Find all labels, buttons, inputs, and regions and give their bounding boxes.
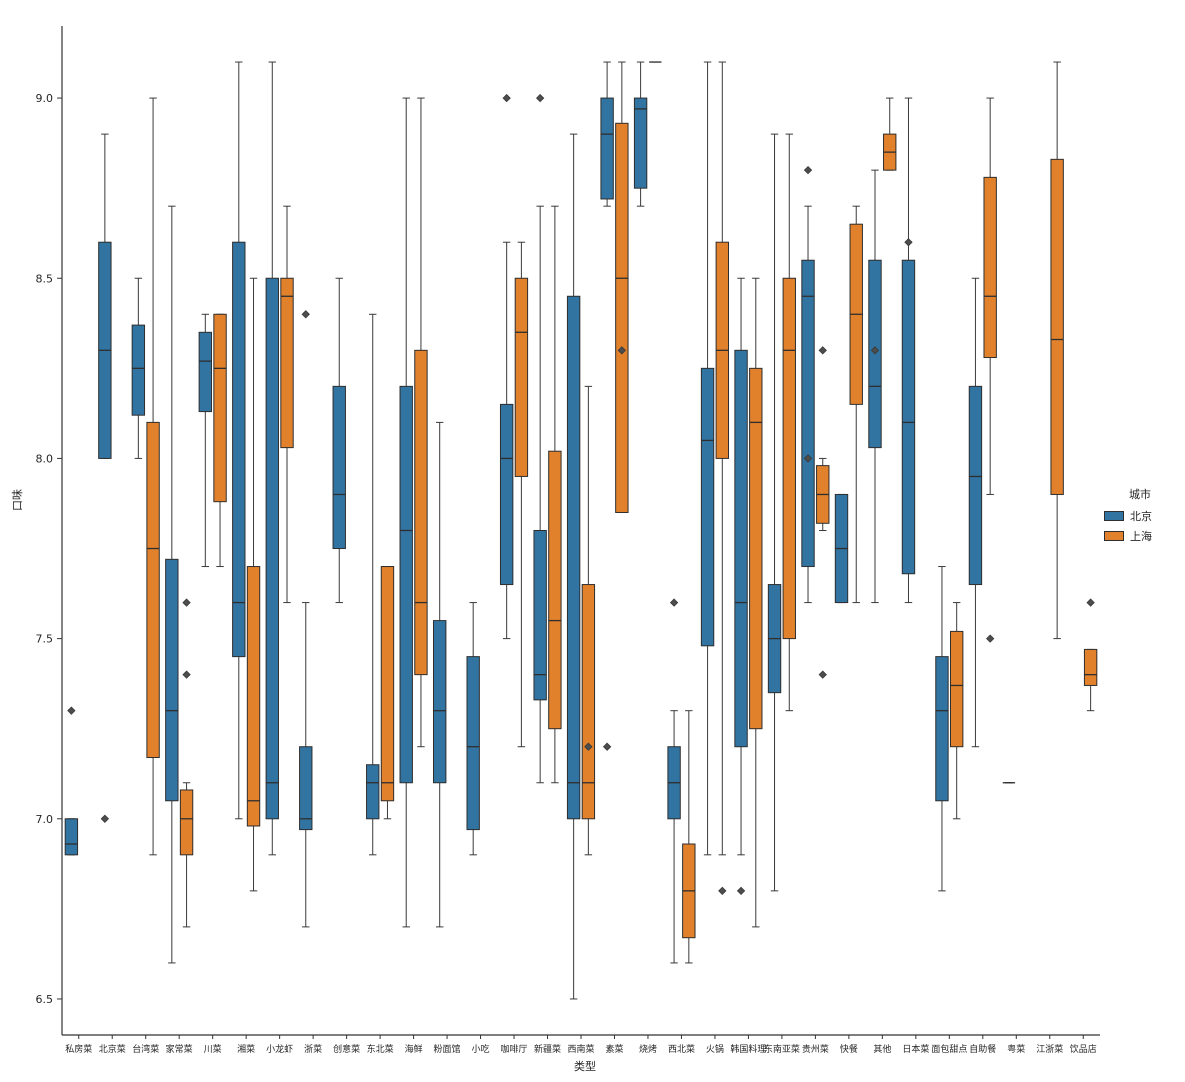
svg-text:咖啡厅: 咖啡厅 xyxy=(501,1043,528,1055)
svg-text:湘菜: 湘菜 xyxy=(237,1043,255,1055)
legend-swatch-shanghai xyxy=(1104,531,1124,541)
legend-item-beijing: 北京 xyxy=(1104,508,1180,524)
svg-text:贵州菜: 贵州菜 xyxy=(802,1043,829,1055)
svg-text:韩国料理: 韩国料理 xyxy=(730,1043,766,1055)
svg-text:私房菜: 私房菜 xyxy=(65,1043,92,1055)
svg-text:川菜: 川菜 xyxy=(204,1043,222,1055)
svg-text:台湾菜: 台湾菜 xyxy=(132,1043,159,1055)
svg-text:6.5: 6.5 xyxy=(36,993,54,1006)
svg-text:西南菜: 西南菜 xyxy=(567,1043,594,1055)
svg-text:小龙虾: 小龙虾 xyxy=(266,1043,293,1055)
svg-text:火锅: 火锅 xyxy=(706,1044,724,1055)
svg-text:西北菜: 西北菜 xyxy=(668,1043,695,1055)
svg-text:东北菜: 东北菜 xyxy=(367,1043,394,1055)
svg-text:东南亚菜: 东南亚菜 xyxy=(764,1043,800,1055)
svg-text:8.5: 8.5 xyxy=(36,272,54,285)
legend-label-beijing: 北京 xyxy=(1130,510,1152,523)
legend-title: 城市 xyxy=(1129,488,1151,501)
svg-text:北京菜: 北京菜 xyxy=(99,1043,126,1055)
svg-text:粤菜: 粤菜 xyxy=(1007,1043,1025,1055)
svg-text:江浙菜: 江浙菜 xyxy=(1036,1043,1063,1055)
svg-text:9.0: 9.0 xyxy=(36,92,54,105)
svg-text:7.5: 7.5 xyxy=(36,633,54,646)
svg-text:日本菜: 日本菜 xyxy=(902,1043,929,1055)
svg-text:海鲜: 海鲜 xyxy=(405,1043,423,1055)
svg-text:创意菜: 创意菜 xyxy=(333,1043,360,1055)
legend-item-shanghai: 上海 xyxy=(1104,528,1180,544)
svg-text:其他: 其他 xyxy=(873,1043,891,1055)
svg-text:快餐: 快餐 xyxy=(840,1043,858,1055)
legend: 城市 北京 上海 xyxy=(1100,486,1180,548)
svg-text:烧烤: 烧烤 xyxy=(639,1043,657,1055)
svg-text:小吃: 小吃 xyxy=(472,1043,490,1055)
svg-text:7.0: 7.0 xyxy=(36,813,54,826)
svg-text:8.0: 8.0 xyxy=(36,452,54,465)
svg-text:饮品店: 饮品店 xyxy=(1070,1043,1097,1055)
svg-text:粉面馆: 粉面馆 xyxy=(434,1043,461,1055)
x-axis-title: 类型 xyxy=(574,1060,596,1073)
svg-text:面包甜点: 面包甜点 xyxy=(931,1043,967,1055)
svg-text:浙菜: 浙菜 xyxy=(304,1043,322,1055)
svg-text:家常菜: 家常菜 xyxy=(166,1043,193,1055)
svg-text:自助餐: 自助餐 xyxy=(969,1043,996,1055)
y-axis-title: 口味 xyxy=(11,489,24,511)
legend-swatch-beijing xyxy=(1104,511,1124,521)
svg-text:新疆菜: 新疆菜 xyxy=(534,1043,561,1055)
svg-text:素菜: 素菜 xyxy=(605,1043,623,1055)
legend-label-shanghai: 上海 xyxy=(1130,530,1152,543)
